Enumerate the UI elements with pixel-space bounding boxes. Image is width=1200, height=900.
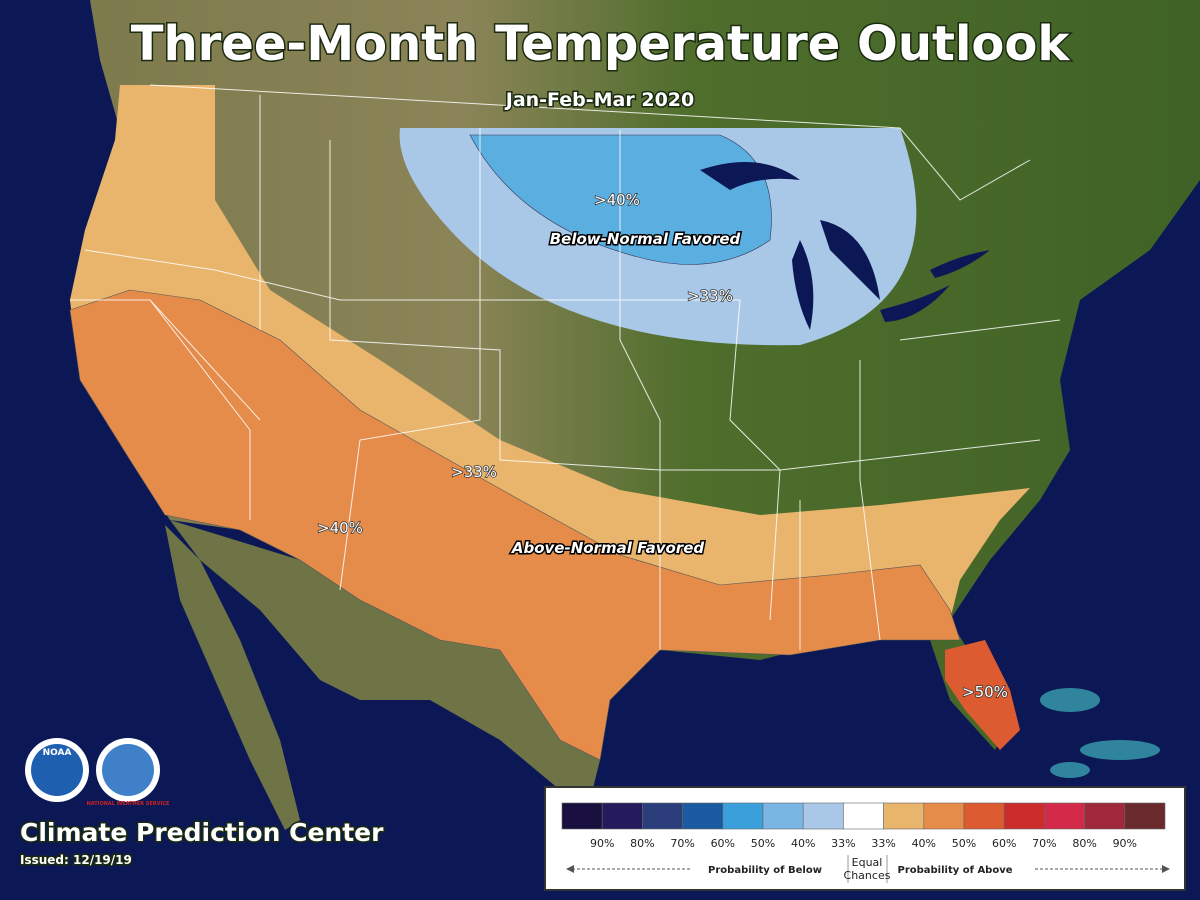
logos: NOAA NATIONAL WEATHER SERVICE xyxy=(25,738,170,807)
logo-text: NOAA xyxy=(43,748,72,758)
legend-swatch xyxy=(1084,802,1126,830)
legend-tick: 60% xyxy=(992,837,1016,850)
legend-swatch xyxy=(923,802,965,830)
region-name: Below-Normal Favored xyxy=(550,230,741,248)
above-50 xyxy=(945,640,1020,750)
legend-swatch xyxy=(802,802,844,830)
logo-text: NATIONAL WEATHER SERVICE xyxy=(87,801,170,807)
region-label: >33% xyxy=(687,287,733,305)
region-label: >50% xyxy=(962,683,1008,701)
legend-tick: 80% xyxy=(1072,837,1096,850)
legend-tick: 33% xyxy=(871,837,895,850)
arrow-head xyxy=(566,865,574,873)
legend-below: Probability of Below xyxy=(708,865,822,876)
legend-tick: 50% xyxy=(952,837,976,850)
region-label: >40% xyxy=(317,519,363,537)
mexico xyxy=(170,520,600,800)
region-name: Above-Normal Favored xyxy=(511,539,705,557)
legend-above: Probability of Above xyxy=(897,865,1012,876)
legend-swatch xyxy=(1124,802,1166,830)
legend-swatch xyxy=(1044,802,1085,830)
legend-tick: 33% xyxy=(831,837,855,850)
legend-swatch xyxy=(1003,802,1045,830)
legend-swatch xyxy=(722,802,764,830)
legend-swatch xyxy=(762,802,804,830)
legend-tick: 90% xyxy=(1113,837,1137,850)
legend-tick: 70% xyxy=(670,837,694,850)
legend-tick: 40% xyxy=(791,837,815,850)
legend-swatch xyxy=(682,802,724,830)
baja xyxy=(165,525,300,830)
legend-swatch xyxy=(843,802,884,830)
issued-date: Issued: 12/19/19 xyxy=(20,853,132,867)
legend-swatch xyxy=(963,802,1005,830)
legend-tick: 60% xyxy=(711,837,735,850)
legend-tick: 50% xyxy=(751,837,775,850)
region-label: >40% xyxy=(594,191,640,209)
map-title: Three-Month Temperature Outlook xyxy=(131,16,1071,72)
agency: Climate Prediction Center xyxy=(20,818,384,847)
legend-swatch xyxy=(601,802,643,830)
legend-tick: 80% xyxy=(630,837,654,850)
above-40 xyxy=(69,289,961,761)
legend-equal: Equal xyxy=(852,856,883,869)
map-subtitle: Jan-Feb-Mar 2020 xyxy=(504,89,694,111)
legend-swatch xyxy=(642,802,683,830)
legend-tick: 70% xyxy=(1032,837,1056,850)
islands xyxy=(1040,688,1160,778)
legend-swatch xyxy=(883,802,925,830)
state-lines xyxy=(70,84,1061,650)
arrow-head xyxy=(1162,865,1170,873)
legend-tick: 90% xyxy=(590,837,614,850)
region-label: >33% xyxy=(451,463,497,481)
legend-tick: 40% xyxy=(912,837,936,850)
legend-equal: Chances xyxy=(844,869,891,882)
great-lakes xyxy=(700,162,990,330)
legend-swatch xyxy=(561,802,603,830)
legend: Probability of Below Equal Chances Proba… xyxy=(544,786,1186,891)
